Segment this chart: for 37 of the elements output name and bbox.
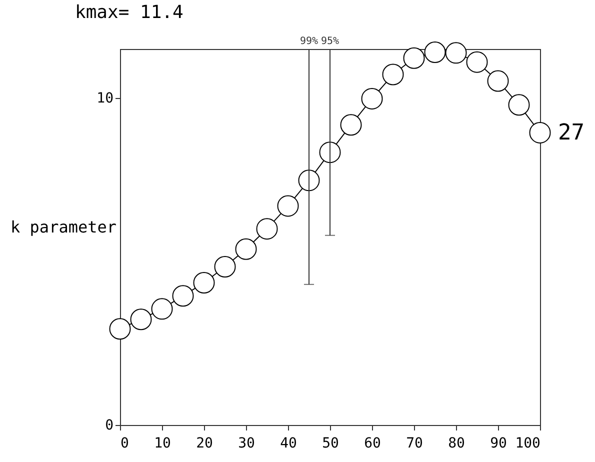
annotation: 27 [558, 120, 584, 146]
point [193, 272, 215, 294]
annotation: 99% [300, 36, 318, 47]
point [487, 70, 509, 92]
y-axis-title: k parameter [10, 218, 117, 236]
point [172, 285, 194, 307]
point [382, 64, 404, 86]
point [445, 42, 467, 64]
x-tick-label: 30 [238, 436, 255, 452]
point [466, 51, 488, 73]
point [361, 88, 383, 110]
x-tick-label: 90 [490, 436, 507, 452]
x-tick-label: 60 [364, 436, 381, 452]
x-tick-label: 20 [196, 436, 213, 452]
point [130, 308, 152, 330]
point [235, 238, 257, 260]
point [214, 256, 236, 278]
annotation: 95% [320, 36, 340, 47]
point [298, 170, 320, 192]
point [319, 142, 341, 164]
point [529, 122, 551, 144]
x-tick-label: 80 [448, 436, 465, 452]
point [256, 218, 278, 240]
point [277, 195, 299, 217]
x-tick-label: 70 [406, 436, 423, 452]
point [109, 318, 131, 340]
point [424, 42, 446, 63]
point [403, 47, 425, 69]
x-tick-label: 40 [280, 436, 297, 452]
point [151, 298, 173, 320]
x-tick-label: 100 [515, 436, 540, 452]
point [508, 94, 530, 116]
x-tick-label: 0 [120, 436, 129, 452]
point [340, 114, 362, 136]
chart-title: kmax= 11.4 [75, 2, 184, 23]
x-tick-label: 10 [154, 436, 171, 452]
x-tick-label: 50 [322, 436, 339, 452]
